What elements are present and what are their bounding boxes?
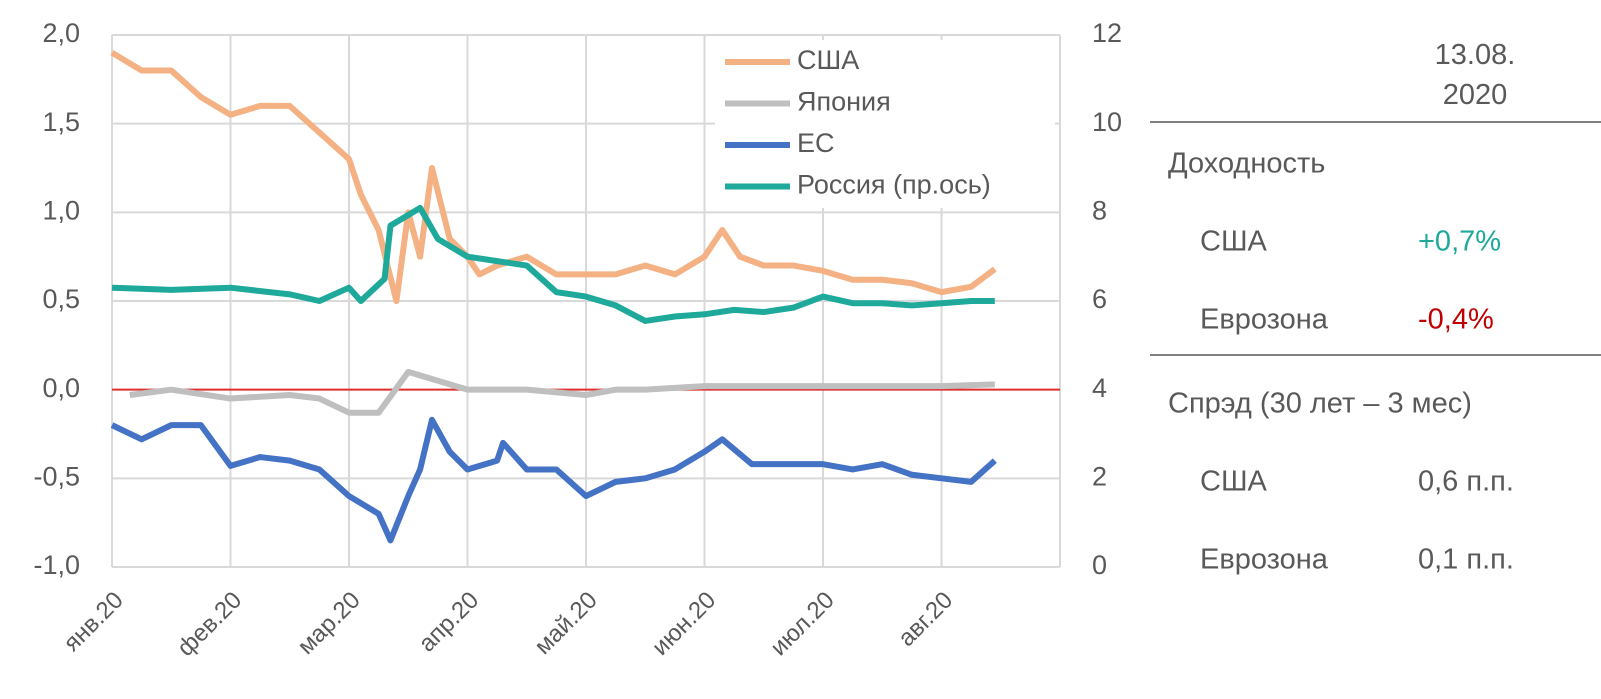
series-line — [110, 416, 997, 544]
series-line — [110, 50, 997, 304]
legend-box — [715, 40, 1055, 208]
row-label: Еврозона — [1200, 304, 1329, 336]
series-line — [111, 204, 995, 324]
table-header: 13.08. 2020 — [1434, 39, 1516, 111]
row-label: США — [1200, 466, 1268, 498]
legend-label: Япония — [797, 87, 891, 117]
x-tick-label: фев.20 — [172, 587, 247, 662]
y-tick-label: 0,0 — [42, 373, 80, 403]
y2-tick-label: 8 — [1092, 195, 1107, 225]
row-value: 0,6 п.п. — [1418, 466, 1514, 498]
y2-tick-label: 4 — [1092, 373, 1107, 403]
row-value: +0,7% — [1418, 226, 1501, 258]
y-tick-label: 0,5 — [42, 284, 80, 314]
row-label: США — [1200, 226, 1268, 258]
table-header-box: 13.08. 2020 — [1434, 39, 1516, 111]
section-title: Спрэд (30 лет – 3 мес) — [1168, 388, 1472, 420]
y-tick-label: 1,0 — [42, 195, 80, 225]
x-tick-label: апр.20 — [413, 587, 484, 658]
row-label: Еврозона — [1200, 544, 1329, 576]
legend-label: Россия (пр.ось) — [797, 170, 991, 200]
x-tick-label: янв.20 — [58, 587, 128, 657]
y-tick-label: -1,0 — [33, 550, 80, 580]
y2-tick-label: 6 — [1092, 284, 1107, 314]
x-tick-label: мар.20 — [292, 587, 365, 660]
legend-label: США — [797, 45, 859, 75]
series-line — [129, 368, 995, 416]
x-tick-label: май.20 — [529, 587, 602, 660]
x-tick-label: июл.20 — [765, 587, 839, 661]
y2-tick-label: 10 — [1092, 107, 1122, 137]
x-tick-label: авг.20 — [893, 587, 958, 652]
y2-tick-label: 0 — [1092, 550, 1107, 580]
y-tick-label: -0,5 — [33, 461, 80, 491]
y-tick-label: 1,5 — [42, 107, 80, 137]
row-value: -0,4% — [1418, 304, 1494, 336]
x-tick-label: июн.20 — [647, 587, 721, 661]
y2-tick-label: 12 — [1092, 18, 1122, 48]
legend-label: ЕС — [797, 128, 835, 158]
section-title: Доходность — [1168, 148, 1325, 180]
y2-tick-label: 2 — [1092, 461, 1107, 491]
y-tick-label: 2,0 — [42, 18, 80, 48]
row-value: 0,1 п.п. — [1418, 544, 1514, 576]
